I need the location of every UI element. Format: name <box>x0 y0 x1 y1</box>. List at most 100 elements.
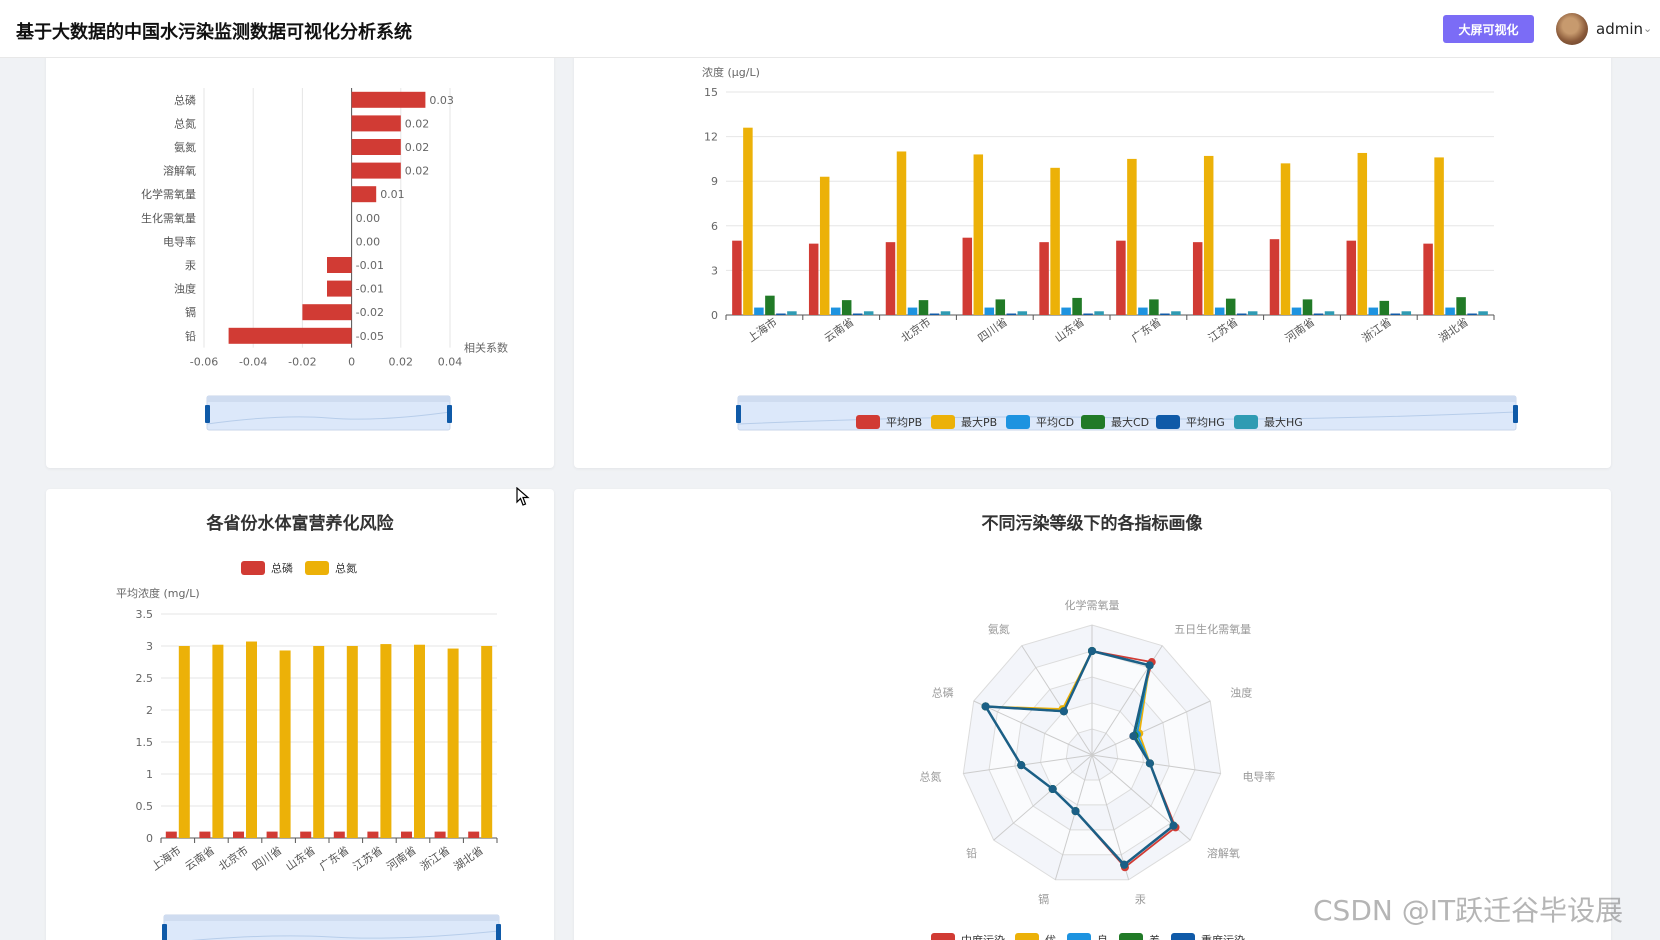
heavy-metal-bar <box>1050 167 1060 315</box>
x-category-label: 北京市 <box>216 843 251 873</box>
nutrient-bar <box>313 646 325 838</box>
legend-swatch <box>856 415 880 429</box>
heavy-metal-bar <box>819 176 830 315</box>
legend-swatch <box>1081 415 1105 429</box>
correlation-bar <box>351 91 426 108</box>
heavy-metal-bar <box>1324 311 1335 315</box>
x-category-label: 广东省 <box>1129 315 1163 345</box>
legend-swatch <box>1067 933 1091 940</box>
legend-swatch <box>1006 415 1030 429</box>
datazoom-left-handle <box>205 405 210 423</box>
heavy-metal-bar <box>1368 307 1379 315</box>
heavy-metal-bar <box>1083 313 1093 315</box>
legend-swatch <box>1171 933 1195 940</box>
y-tick-label: 3.5 <box>136 608 154 621</box>
heavy-metal-bar <box>1291 307 1302 315</box>
heavy-metal-bar <box>852 313 863 315</box>
heavy-metal-bar <box>1280 163 1291 315</box>
heavy-metal-bar <box>1072 297 1082 315</box>
heavy-metal-bar <box>907 307 918 315</box>
heavy-metal-bar <box>1247 311 1258 315</box>
legend-label: 重度污染 <box>1201 933 1245 940</box>
bar-value-label: 0.02 <box>405 141 430 154</box>
legend-label: 差 <box>1149 933 1160 940</box>
heavy-metal-bar <box>1138 307 1148 315</box>
y-category-label: 镉 <box>185 305 196 319</box>
y-tick-label: 1.5 <box>136 736 154 749</box>
chart-title: 不同污染等级下的各指标画像 <box>982 513 1204 534</box>
radar-spoke <box>1021 645 1093 756</box>
datazoom-left-handle <box>736 405 741 423</box>
y-category-label: 电导率 <box>163 234 196 248</box>
y-category-label: 浊度 <box>174 282 196 296</box>
y-tick-label: 12 <box>704 131 718 144</box>
correlation-bar <box>228 327 352 344</box>
nutrient-bar <box>246 641 257 838</box>
nutrient-bar <box>401 831 412 838</box>
heavy-metal-bar <box>1313 313 1324 315</box>
x-category-label: 云南省 <box>183 844 217 874</box>
user-avatar-icon[interactable] <box>1556 13 1588 45</box>
radar-indicator-label: 总磷 <box>932 686 954 700</box>
chevron-down-icon[interactable]: ⌄ <box>1643 22 1653 35</box>
datazoom-right-handle <box>447 405 452 423</box>
heavy-metal-bar <box>940 311 951 315</box>
datazoom-left-handle <box>162 924 167 940</box>
radar-indicator-label: 浊度 <box>1230 686 1252 700</box>
heavy-metal-bar <box>1214 307 1225 315</box>
y-category-label: 总氮 <box>174 116 196 130</box>
y-tick-label: 0.5 <box>136 800 154 813</box>
legend-swatch <box>1156 415 1180 429</box>
bigscreen-button[interactable]: 大屏可视化 <box>1443 15 1534 43</box>
heavy-metal-bar <box>1357 152 1368 315</box>
datazoom-top-bar <box>207 396 450 402</box>
chart-title: 各省份水体富营养化风险 <box>206 513 395 534</box>
heavy-metal-bar <box>1478 311 1488 315</box>
y-category-label: 溶解氧 <box>163 164 196 178</box>
heavy-metal-bar <box>1116 240 1126 315</box>
heavy-metal-bar <box>808 243 819 315</box>
nutrient-bar <box>414 644 425 838</box>
heavy-metal-bar <box>973 154 984 315</box>
heavy-metal-bar <box>1390 313 1401 315</box>
heavy-metal-bar <box>743 127 753 316</box>
heavy-metal-bar <box>1401 311 1412 315</box>
radar-spoke <box>1054 754 1093 880</box>
y-tick-label: 9 <box>711 175 718 188</box>
legend-label: 良 <box>1097 933 1108 940</box>
heavy-metal-bar <box>1127 158 1137 315</box>
x-axis-label: 相关系数 <box>464 341 508 355</box>
legend-label: 平均HG <box>1186 416 1225 429</box>
radar-indicator-label: 五日生化需氧量 <box>1174 622 1251 636</box>
correlation-bar <box>327 257 352 273</box>
legend-label: 总氮 <box>335 561 357 575</box>
radar-point <box>1048 785 1057 794</box>
heavy-metal-bar <box>776 313 786 315</box>
x-category-label: 广东省 <box>317 844 351 874</box>
radar-indicator-label: 总氮 <box>920 769 942 783</box>
bar-value-label: -0.01 <box>356 259 384 272</box>
eutrophication-panel: 各省份水体富营养化风险 总磷 总氮 平均浓度 (mg/L) 0 0.5 1 1.5 2 2.5 3 3… <box>46 489 554 940</box>
username[interactable]: admin <box>1596 20 1643 38</box>
y-category-label: 铅 <box>185 329 196 343</box>
legend-label: 最大HG <box>1264 415 1303 429</box>
nutrient-bar <box>300 831 312 838</box>
radar-indicator-label: 汞 <box>1135 893 1146 906</box>
x-category-label: 河南省 <box>384 844 418 874</box>
heavy-metal-bar <box>1269 239 1280 315</box>
heavy-metal-bar <box>732 240 742 315</box>
legend-swatch <box>1015 933 1039 940</box>
x-category-label: 山东省 <box>283 844 317 874</box>
datazoom-top-bar <box>164 915 499 921</box>
nutrient-bar <box>165 831 177 838</box>
nutrient-bar <box>266 831 278 838</box>
x-category-label: 四川省 <box>976 315 1010 345</box>
radar-spoke <box>1091 754 1130 880</box>
y-tick-label: 3 <box>711 264 718 277</box>
radar-spoke <box>1091 700 1211 756</box>
y-axis-label: 浓度 (μg/L) <box>702 65 760 79</box>
nutrient-bar <box>178 646 190 838</box>
legend-swatch <box>241 561 265 575</box>
radar-point <box>1169 821 1178 830</box>
radar-indicator-label: 溶解氧 <box>1207 846 1240 860</box>
